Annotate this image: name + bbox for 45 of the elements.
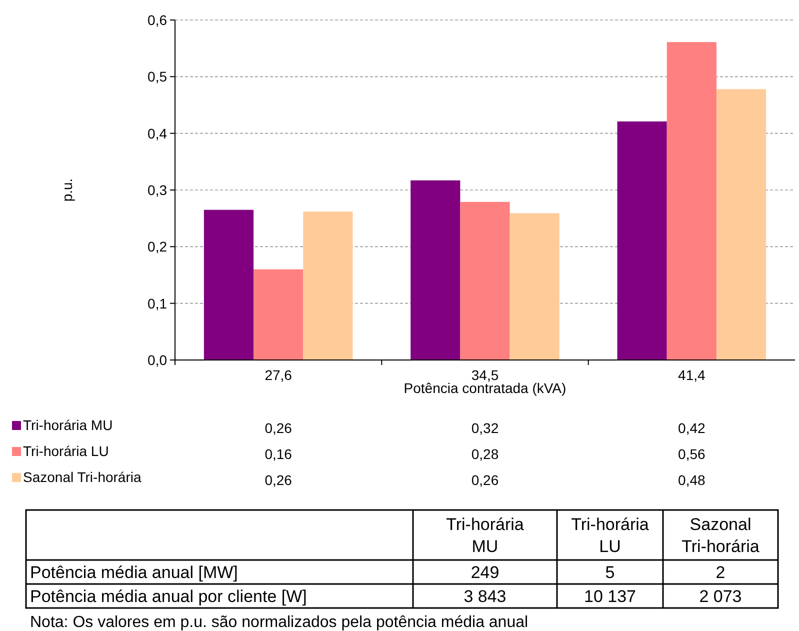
y-tick-label: 0,6: [148, 12, 168, 28]
category-label: Sazonal Tri-horária: [682, 515, 760, 556]
data-label: 0,16: [264, 446, 292, 462]
data-label: 0,48: [678, 472, 706, 488]
bar: [410, 180, 460, 360]
x-tick-label: 41,4: [678, 367, 706, 383]
legend-label: Tri-horária MU: [23, 417, 113, 433]
data-label: 0,26: [264, 420, 292, 436]
text: 2: [716, 563, 726, 582]
text: 5: [605, 563, 615, 582]
bar: [254, 269, 304, 360]
legend-label: Sazonal Tri-horária: [23, 469, 142, 485]
bar: [510, 213, 560, 360]
y-tick-label: 0,3: [148, 182, 168, 198]
text: Nota: Os valores em p.u. são normalizados pela potência média anual: [30, 614, 528, 631]
bar: [716, 89, 766, 360]
category-label: Tri-horária MU: [446, 515, 524, 556]
y-tick-label: 0,5: [148, 68, 168, 85]
data-label: 0,32: [471, 420, 499, 436]
y-tick-label: 0,0: [148, 352, 168, 368]
x-tick-label: 34,5: [471, 367, 499, 383]
text: 10 137: [584, 587, 636, 606]
bar: [666, 42, 716, 360]
y-tick-label: 0,4: [148, 125, 168, 142]
category-label: Potência média anual [MW]: [30, 563, 238, 582]
text: 2 073: [699, 587, 742, 606]
data-label: 0,26: [264, 472, 292, 488]
text: 3 843: [464, 587, 506, 606]
y-tick-label: 0,2: [148, 238, 168, 255]
bar: [303, 212, 353, 360]
x-tick-label: 27,6: [264, 367, 292, 383]
category-label: Tri-horária LU: [571, 515, 650, 556]
data-label: 0,56: [678, 446, 706, 462]
legend-label: Tri-horária LU: [23, 443, 109, 459]
x-axis-title: Potência contratada (kVA): [404, 380, 566, 396]
y-axis-title: p.u.: [59, 178, 75, 202]
data-label: 0,28: [471, 446, 499, 462]
category-label: Potência média anual por cliente [W]: [30, 587, 307, 606]
bar: [617, 121, 667, 360]
data-label: 0,42: [678, 420, 706, 436]
text: 249: [470, 563, 500, 582]
bar: [204, 210, 254, 360]
data-label: 0,26: [471, 472, 499, 488]
y-tick-label: 0,1: [148, 295, 168, 312]
bar: [460, 202, 510, 360]
